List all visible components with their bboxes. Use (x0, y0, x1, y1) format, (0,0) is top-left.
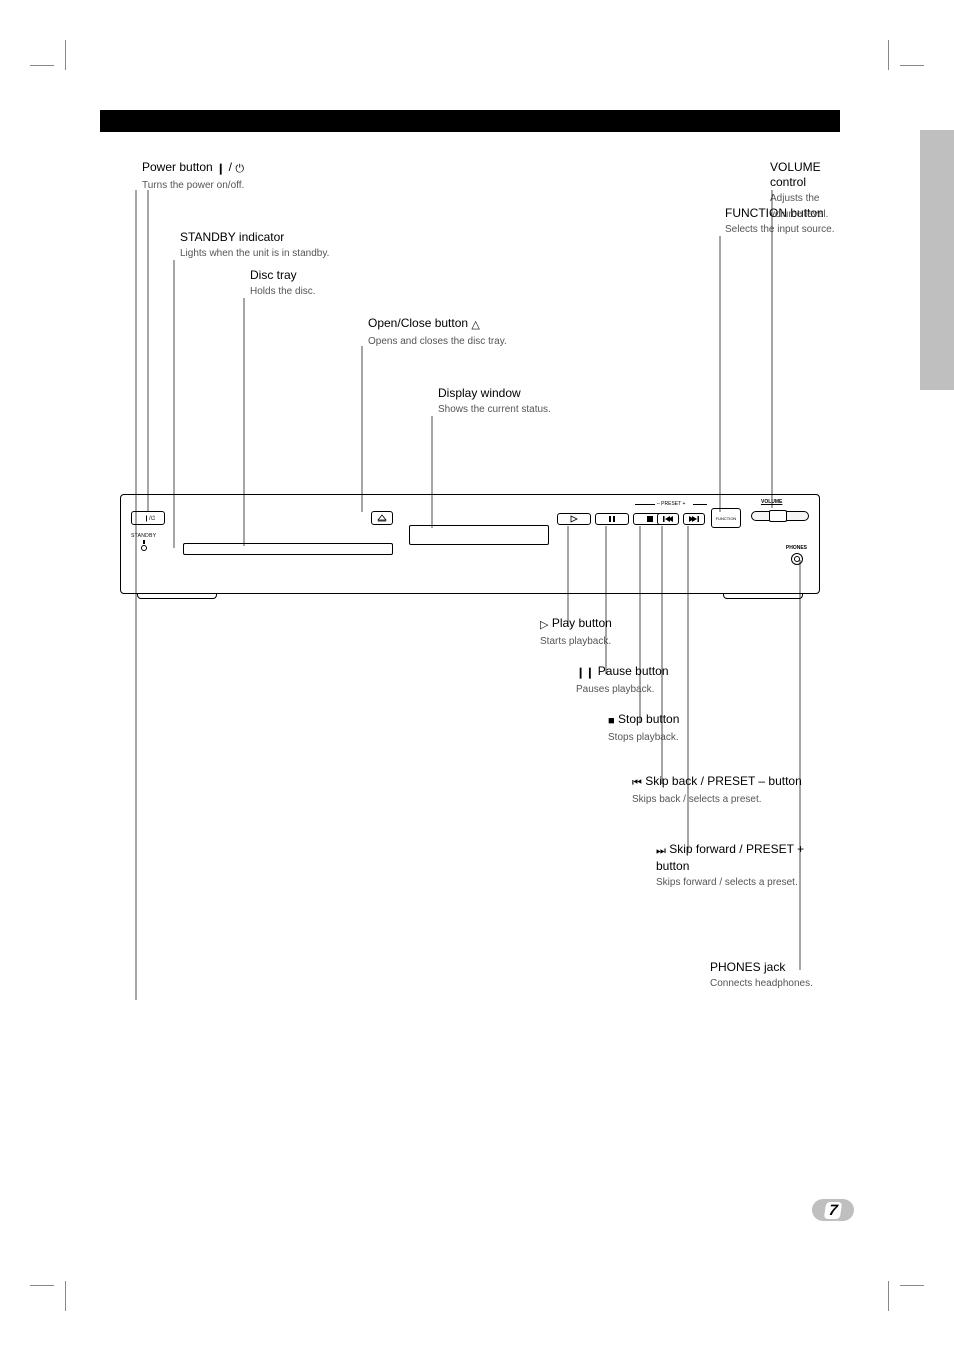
pause-button[interactable] (595, 513, 629, 525)
crop-mark (65, 1281, 66, 1311)
device-foot (137, 593, 217, 599)
label-text: Stop button (618, 712, 679, 726)
standby-label: STANDBY (131, 533, 156, 539)
pause-icon: ❙❙ (576, 667, 594, 679)
label-sub: Opens and closes the disc tray. (368, 336, 507, 347)
label-text: Power button (142, 160, 213, 174)
label-text: VOLUME control (770, 160, 821, 189)
crop-mark (888, 1281, 889, 1311)
standby-arrow (143, 540, 145, 544)
label-sub: Holds the disc. (250, 286, 316, 297)
label-text: Play button (552, 616, 612, 630)
label-sub: Turns the power on/off. (142, 180, 244, 191)
label-text: Display window (438, 386, 521, 400)
label-sub: Skips forward / selects a preset. (656, 877, 798, 888)
volume-knob[interactable] (769, 510, 787, 522)
svg-text:❙/⏻: ❙/⏻ (144, 515, 155, 522)
power-button[interactable]: ❙/⏻ (131, 511, 165, 525)
crop-mark (30, 1285, 54, 1286)
callout-play: ▷ Play button Starts playback. (540, 616, 612, 648)
preset-line (635, 504, 655, 505)
preset-line (693, 504, 707, 505)
crop-mark (65, 40, 66, 70)
volume-label: VOLUME (761, 499, 782, 505)
label-sub: Pauses playback. (576, 684, 654, 695)
skip-back-icon: ⏮ (632, 777, 642, 789)
power-standby-icon: ⏻ (235, 163, 244, 175)
device-illustration: ❙/⏻ STANDBY – PRESET + (100, 494, 840, 594)
label-sub: Selects the input source. (725, 224, 835, 235)
label-text: Skip back / PRESET – button (645, 774, 802, 788)
disc-tray (183, 543, 393, 555)
callout-tray: Disc tray Holds the disc. (250, 268, 316, 299)
skip-fwd-button[interactable] (683, 513, 705, 525)
callout-skip-back: ⏮ Skip back / PRESET – button Skips back… (632, 774, 802, 806)
eject-icon: △ (471, 319, 479, 331)
label-sub: Adjusts the volume level. (770, 193, 828, 220)
callout-display: Display window Shows the current status. (438, 386, 551, 417)
standby-led (141, 545, 147, 551)
page-number: 7 (824, 1202, 843, 1219)
page-number-badge: 7 (812, 1199, 854, 1221)
eject-button[interactable] (371, 511, 393, 525)
callout-phones: PHONES jack Connects headphones. (710, 960, 813, 991)
crop-mark (900, 65, 924, 66)
label-sub: Skips back / selects a preset. (632, 794, 762, 805)
callout-stop: ■ Stop button Stops playback. (608, 712, 679, 744)
label-text: STANDBY indicator (180, 230, 284, 244)
skip-fwd-icon: ⏭ (656, 845, 666, 857)
function-button[interactable]: FUNCTION (711, 508, 741, 528)
label-sub: Starts playback. (540, 636, 611, 647)
label-sub: Shows the current status. (438, 404, 551, 415)
play-button[interactable] (557, 513, 591, 525)
label-text: Open/Close button (368, 316, 468, 330)
play-icon: ▷ (540, 619, 548, 631)
phones-jack[interactable] (791, 553, 803, 565)
callout-skip-fwd: ⏭ Skip forward / PRESET + button Skips f… (656, 842, 840, 889)
label-sub: Lights when the unit is in standby. (180, 248, 329, 259)
label-sub: Stops playback. (608, 732, 679, 743)
callout-volume: VOLUME control Adjusts the volume level. (770, 160, 840, 221)
header-bar (100, 110, 840, 132)
crop-mark (900, 1285, 924, 1286)
crop-mark (888, 40, 889, 70)
device-body: ❙/⏻ STANDBY – PRESET + (120, 494, 820, 594)
label-text: Skip forward / PRESET + button (656, 842, 804, 873)
callout-eject: Open/Close button △ Opens and closes the… (368, 316, 507, 348)
crop-mark (30, 65, 54, 66)
label-text: Pause button (598, 664, 669, 678)
label-text: PHONES jack (710, 960, 785, 974)
display-window (409, 525, 549, 545)
slash: / (229, 160, 232, 174)
page-content: Power button ❙ / ⏻ Turns the power on/of… (100, 110, 840, 150)
side-tab (920, 130, 954, 390)
label-sub: Connects headphones. (710, 978, 813, 989)
callout-standby: STANDBY indicator Lights when the unit i… (180, 230, 329, 261)
preset-label: – PRESET + (657, 501, 685, 507)
skip-back-button[interactable] (657, 513, 679, 525)
device-foot (723, 593, 803, 599)
stop-icon: ■ (608, 715, 615, 727)
phones-label: PHONES (786, 545, 807, 551)
power-on-icon: ❙ (216, 163, 225, 175)
callout-power: Power button ❙ / ⏻ Turns the power on/of… (142, 160, 244, 192)
label-text: Disc tray (250, 268, 297, 282)
callout-pause: ❙❙ Pause button Pauses playback. (576, 664, 669, 696)
